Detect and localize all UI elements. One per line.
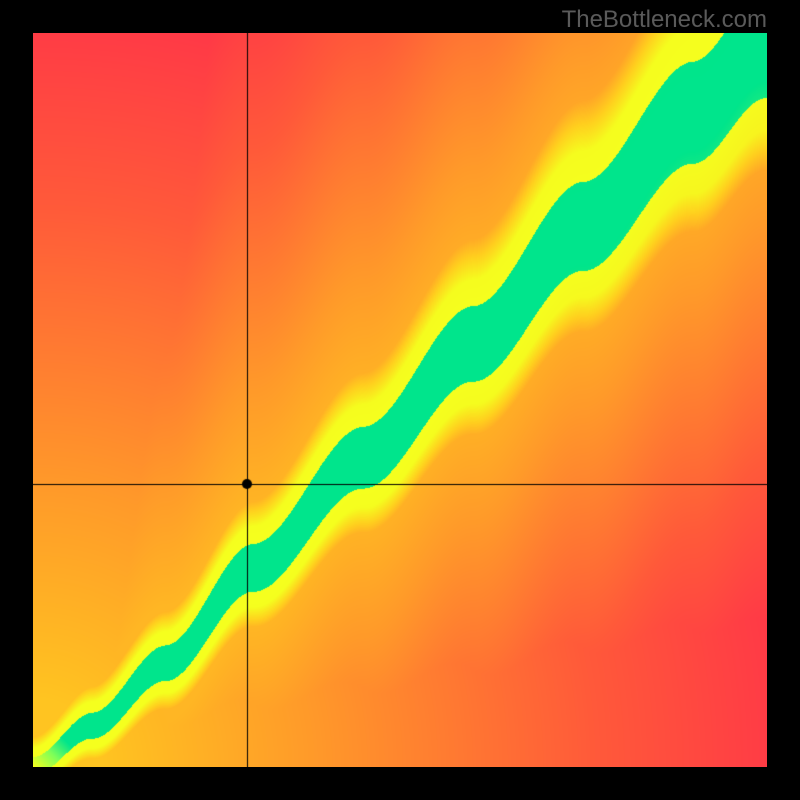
bottleneck-heatmap [33, 33, 767, 767]
watermark-text: TheBottleneck.com [562, 6, 767, 34]
chart-container: TheBottleneck.com [0, 0, 800, 800]
